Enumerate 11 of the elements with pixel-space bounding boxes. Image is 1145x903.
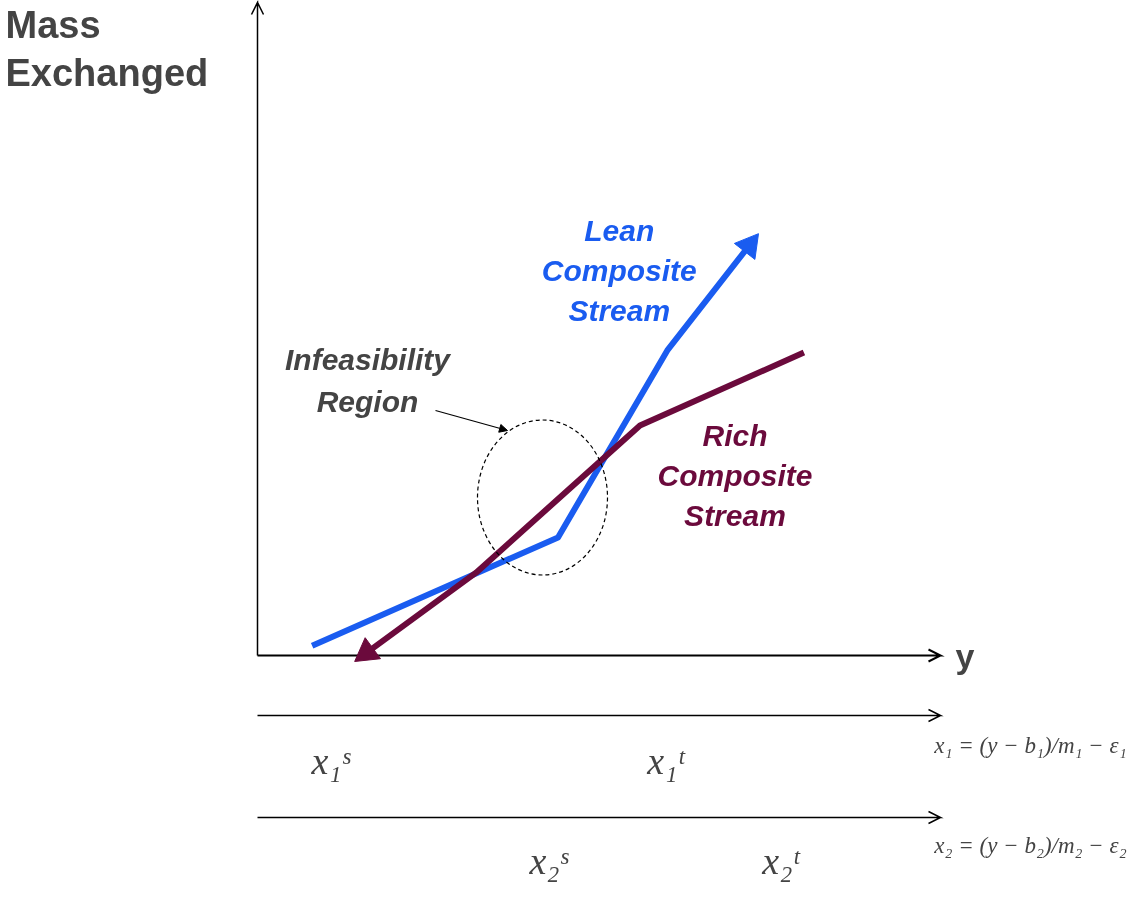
text: x₁ᵗ [646,739,687,782]
series-label: Lean Composite Stream [541,214,697,327]
series-label: Rich Composite Stream [657,419,813,532]
text: x₂ᵗ [761,839,802,882]
text: x₁ˢ [310,739,352,782]
y-axis-title: Mass Exchanged [5,3,209,94]
x-axis-title: y [955,636,975,675]
text: x₁ = (y − b₁)/m₁ − ε₁ [933,733,1127,758]
text: x₂ = (y − b₂)/m₂ − ε₂ [933,833,1127,858]
annotation: Infeasibility Region [284,342,452,419]
text: x₂ˢ [528,839,570,882]
